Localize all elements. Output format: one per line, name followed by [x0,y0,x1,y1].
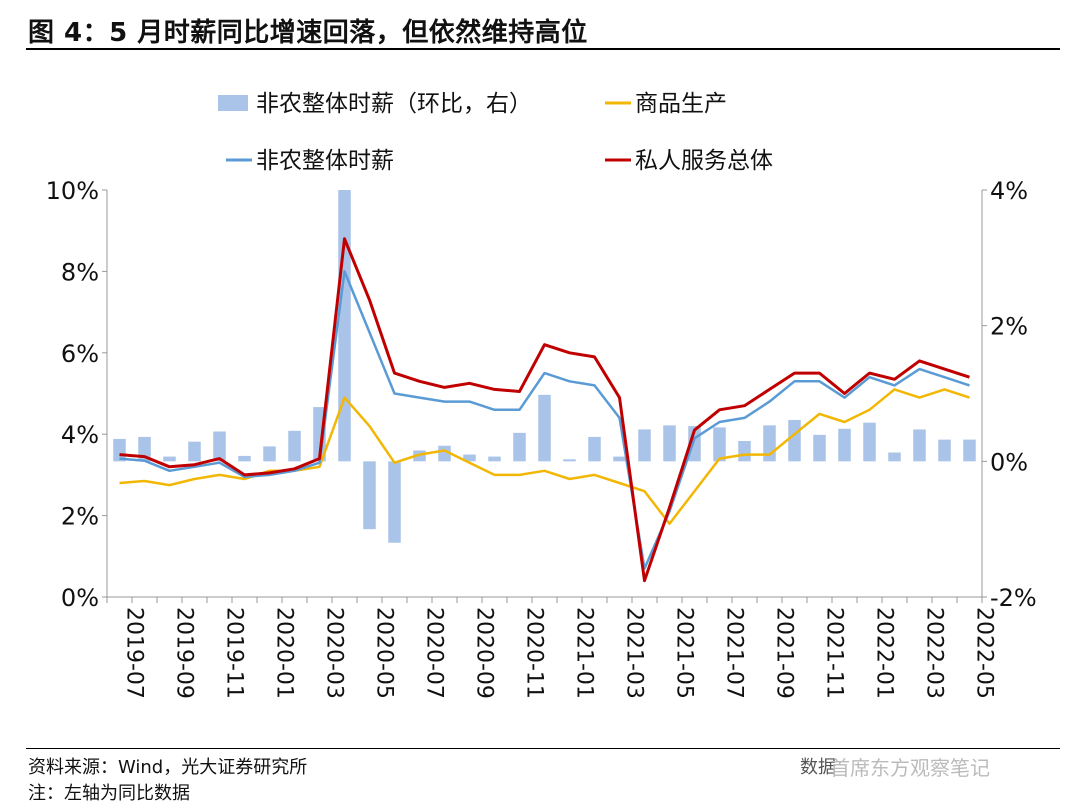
x-tick-label: 2020-05 [372,607,397,699]
bar-mom [638,429,651,462]
left-tick-label: 4% [61,421,99,449]
watermark-right: 首席东方观察笔记 [830,756,990,780]
left-tick-label: 2% [61,503,99,531]
x-tick-label: 2021-01 [572,607,597,699]
bar-mom [538,394,551,462]
tick-labels: 0% 2% 4% 6% 8% 10% -2% 0% 2% 4% 2019-07 2019-09 2019… [46,177,1037,699]
bar-mom [213,431,226,462]
bar-mom [863,422,876,462]
right-tick-label: 4% [990,177,1028,205]
right-tick-label: -2% [990,584,1037,612]
left-tick-label: 0% [61,584,99,612]
x-tick-label: 2020-07 [422,607,447,699]
x-tick-label: 2020-09 [472,607,497,699]
watermark-left: 数据 [800,757,836,778]
x-tick-label: 2021-05 [672,607,697,699]
bar-mom [488,456,501,462]
bar-mom [188,441,201,462]
series-line [119,237,970,583]
bar-mom [263,446,276,462]
bar-mom [813,434,826,462]
x-tick-label: 2022-01 [872,607,897,699]
x-tick-label: 2020-01 [272,607,297,699]
bar-mom [913,429,926,462]
bar-mom [938,439,951,462]
bar-mom [588,436,601,462]
right-tick-label: 2% [990,313,1028,341]
source-text: 资料来源：Wind，光大证券研究所 [28,757,308,778]
wage-growth-chart: 0% 2% 4% 6% 8% 10% -2% 0% 2% 4% 2019-07 2019-09 2019… [46,91,1037,699]
footer-rule [26,748,1060,749]
x-tick-label: 2021-07 [722,607,747,699]
x-tick-label: 2020-11 [522,607,547,699]
left-tick-label: 6% [61,340,99,368]
bar-mom [888,452,901,462]
bar-mom [388,461,401,543]
x-tick-label: 2020-03 [322,607,347,699]
bar-series [113,190,976,543]
x-tick-label: 2021-03 [622,607,647,699]
chart-title: 图 4：5 月时薪同比增速回落，但依然维持高位 [28,18,588,48]
left-tick-label: 8% [61,258,99,286]
axes [102,189,987,603]
line-series [119,237,970,583]
bar-mom [613,456,626,462]
bar-mom [288,430,301,462]
bar-mom [363,461,376,530]
bar-mom [738,440,751,462]
bar-mom [763,425,776,462]
right-tick-label: 0% [990,448,1028,476]
legend-label: 非农整体时薪（环比，右） [256,91,532,117]
bar-mom [963,439,976,462]
legend-label: 私人服务总体 [635,148,773,174]
x-tick-label: 2022-03 [922,607,947,699]
left-tick-label: 10% [46,177,99,205]
bar-mom [438,445,451,462]
bar-mom [563,459,576,462]
x-tick-label: 2021-11 [822,607,847,699]
x-tick-label: 2019-09 [172,607,197,699]
legend-label: 商品生产 [635,91,727,117]
legend-swatch-bar [218,95,248,111]
bar-mom [663,425,676,462]
x-tick-label: 2019-11 [222,607,247,699]
legend-label: 非农整体时薪 [256,148,394,174]
bar-mom [788,419,801,462]
series-line [119,270,970,570]
note-text: 注：左轴为同比数据 [28,783,190,804]
bar-mom [513,432,526,462]
bar-mom [338,190,351,462]
title-rule [26,48,1060,50]
x-tick-label: 2022-05 [972,607,997,699]
bar-mom [463,454,476,462]
bar-mom [838,428,851,462]
bar-mom [713,427,726,462]
x-tick-label: 2019-07 [122,607,147,699]
x-tick-label: 2021-09 [772,607,797,699]
bar-mom [238,455,251,462]
bar-mom [163,456,176,462]
